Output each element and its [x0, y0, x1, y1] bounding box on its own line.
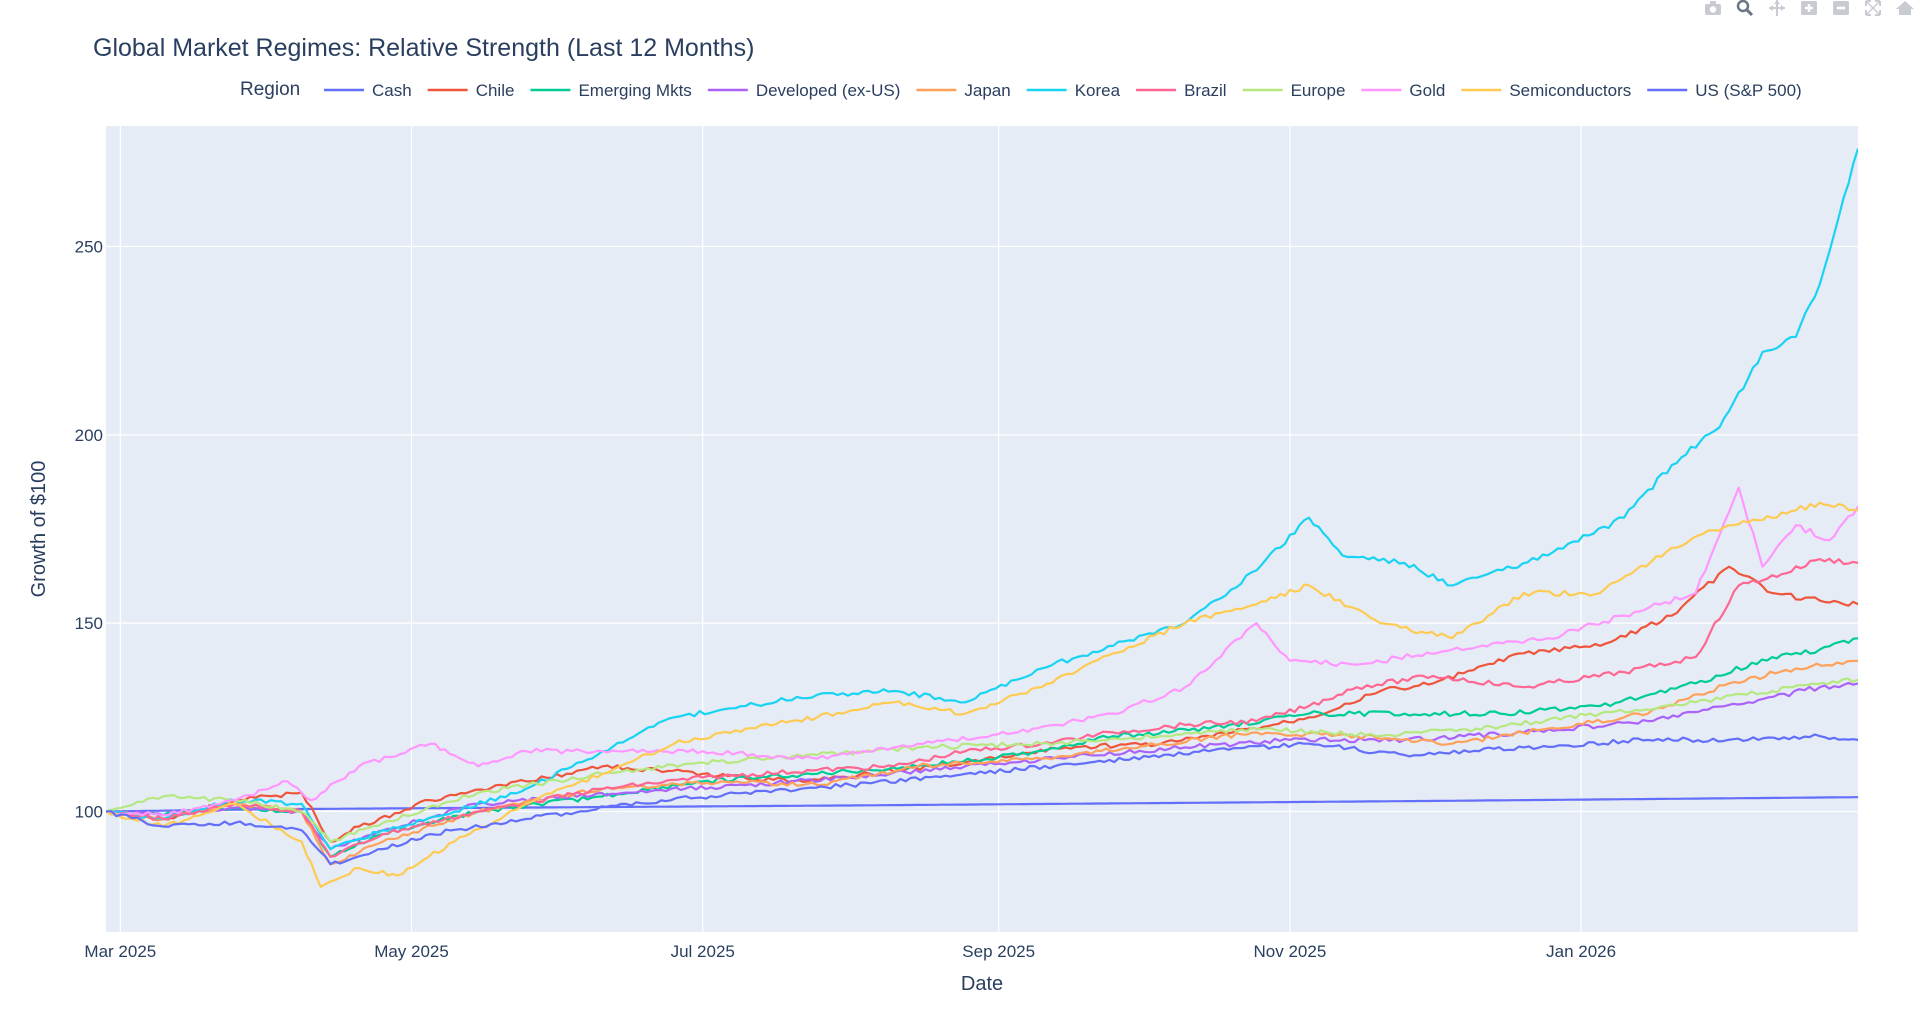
legend-label: US (S&P 500) — [1695, 81, 1801, 100]
camera-icon[interactable] — [1702, 0, 1724, 16]
legend-label: Developed (ex-US) — [756, 81, 901, 100]
legend-label: Europe — [1291, 81, 1346, 100]
autoscale-icon[interactable] — [1862, 0, 1884, 16]
legend-item[interactable]: US (S&P 500) — [1647, 81, 1802, 100]
legend-title: Region — [240, 79, 300, 100]
series-line-gold[interactable] — [106, 486, 1858, 817]
legend-item[interactable]: Japan — [916, 81, 1011, 100]
legend-item[interactable]: Korea — [1026, 81, 1121, 100]
y-axis-label: Growth of $100 — [28, 461, 50, 598]
legend-item[interactable]: Brazil — [1136, 81, 1227, 100]
legend-label: Emerging Mkts — [578, 81, 691, 100]
series-line-semiconductors[interactable] — [106, 501, 1858, 888]
series-layer — [106, 148, 1858, 888]
x-tick-label: Jul 2025 — [671, 942, 735, 961]
chart-title: Global Market Regimes: Relative Strength… — [93, 34, 754, 62]
series-line-brazil[interactable] — [106, 557, 1858, 858]
pan-icon[interactable] — [1766, 0, 1788, 16]
legend-item[interactable]: Semiconductors — [1461, 81, 1631, 100]
grid — [106, 126, 1858, 932]
x-tick-label: May 2025 — [374, 942, 449, 961]
legend-label: Brazil — [1184, 81, 1227, 100]
legend-label: Cash — [372, 81, 412, 100]
legend: Cash Chile Emerging Mkts Developed (ex-US) J… — [324, 81, 1802, 100]
x-axis-label: Date — [961, 973, 1003, 995]
series-line-europe[interactable] — [106, 677, 1858, 843]
legend-label: Gold — [1409, 81, 1445, 100]
series-line-korea[interactable] — [106, 148, 1858, 851]
legend-item[interactable]: Europe — [1242, 81, 1346, 100]
y-tick-label: 200 — [75, 426, 103, 445]
legend-label: Chile — [476, 81, 515, 100]
x-tick-label: Jan 2026 — [1546, 942, 1616, 961]
legend-label: Korea — [1075, 81, 1121, 100]
legend-item[interactable]: Chile — [427, 81, 515, 100]
series-line-cash[interactable] — [106, 796, 1858, 813]
x-tick-label: Nov 2025 — [1254, 942, 1327, 961]
x-axis-ticks: Mar 2025 May 2025 Jul 2025 Sep 2025 Nov 2025… — [84, 942, 1616, 961]
reset-axes-icon[interactable] — [1894, 0, 1916, 16]
x-tick-label: Sep 2025 — [962, 942, 1035, 961]
legend-item[interactable]: Developed (ex-US) — [707, 81, 901, 100]
plot-area[interactable] — [106, 126, 1858, 932]
legend-item[interactable]: Cash — [324, 81, 412, 100]
x-tick-label: Mar 2025 — [84, 942, 156, 961]
zoom-in-icon[interactable] — [1798, 0, 1820, 16]
modebar — [1702, 0, 1920, 16]
series-line-japan[interactable] — [106, 659, 1858, 866]
y-tick-label: 250 — [75, 238, 103, 257]
zoom-out-icon[interactable] — [1830, 0, 1852, 16]
legend-item[interactable]: Gold — [1361, 81, 1445, 100]
y-tick-label: 100 — [75, 802, 103, 821]
zoom-icon[interactable] — [1734, 0, 1756, 16]
legend-item[interactable]: Emerging Mkts — [530, 81, 692, 100]
series-line-us-s-p-500[interactable] — [106, 733, 1858, 866]
y-tick-label: 150 — [75, 614, 103, 633]
legend-label: Semiconductors — [1509, 81, 1631, 100]
y-axis-ticks: 100 150 200 250 — [75, 238, 103, 822]
legend-label: Japan — [964, 81, 1010, 100]
